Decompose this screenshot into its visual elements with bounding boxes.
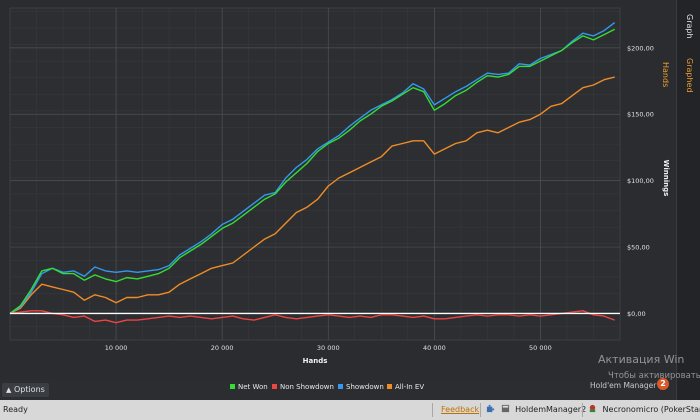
player-status-item[interactable]: Necronomicro (PokerStars) [588,404,700,414]
legend-swatch [338,384,343,389]
x-tick-label: 10 000 [105,344,128,352]
series-line-net-won[interactable] [9,28,616,314]
options-button-label: Options [13,385,45,394]
y-tick-label: $200,00 [627,44,654,52]
options-bar: ▲ Options [0,380,676,400]
tab-graph[interactable]: Graph [685,13,694,39]
legend-item-showdown[interactable]: Showdown [338,383,384,392]
tab-graphed-hands[interactable]: Graphed Hands [661,57,694,93]
player-status-label: Necronomicro (PokerStars) [602,405,700,414]
app-status-item[interactable]: HoldemManager2 [486,404,586,414]
database-icon [501,404,509,413]
puzzle-icon [486,404,495,413]
legend-label: Showdown [346,383,384,391]
legend-item-non-showdown[interactable]: Non Showdown [272,383,334,392]
right-tab-strip: Graph Graphed Hands [661,0,700,400]
app-status-label: HoldemManager2 [515,405,587,414]
legend-item-all-in-ev[interactable]: All-In EV [387,383,424,392]
status-divider [432,403,433,417]
feedback-link[interactable]: Feedback [441,405,480,414]
legend-swatch [272,384,277,389]
legend-label: All-In EV [395,383,425,391]
notification-badge: 2 [657,378,669,390]
series-line-showdown[interactable] [9,22,616,314]
winnings-chart[interactable]: 10 000 20 000 30 000 40 000 50 000 $0,00 $50,0… [0,0,676,380]
x-tick-label: 50 000 [529,344,552,352]
options-button[interactable]: ▲ Options [2,383,49,397]
y-tick-label: $50,00 [627,244,650,252]
x-tick-label: 30 000 [317,344,340,352]
legend-label: Non Showdown [280,383,334,391]
series-line-non-showdown[interactable] [9,310,615,324]
chart-area: 10 000 20 000 30 000 40 000 50 000 $0,00 $50,0… [0,0,676,380]
x-axis-label: Hands [303,357,328,365]
plot-area [9,7,621,341]
x-tick-label: 40 000 [423,344,446,352]
status-divider [480,403,481,417]
x-tick-label: 20 000 [211,344,234,352]
legend-swatch [230,384,235,389]
activation-watermark-title: Активация Win [598,353,685,366]
y-tick-label: $150,00 [627,111,654,119]
y-axis-label: Winnings [662,160,670,197]
legend-item-net-won[interactable]: Net Won [230,383,268,392]
legend-swatch [387,384,392,389]
y-tick-label: $0,00 [627,310,646,318]
status-text: Ready [3,405,28,414]
activation-watermark-subtitle: Чтобы активировать [608,371,700,381]
taskbar-tooltip: Hold'em Manager 2 [590,381,664,390]
status-bar: Ready Feedback HoldemManager2 Necronomic… [0,400,700,420]
expand-arrow-icon: ▲ [6,386,12,394]
status-divider [582,403,583,417]
y-tick-label: $100,00 [627,177,654,185]
series-line-all-in-ev[interactable] [9,76,615,315]
player-avatar-icon [589,404,596,413]
legend-label: Net Won [238,383,268,391]
